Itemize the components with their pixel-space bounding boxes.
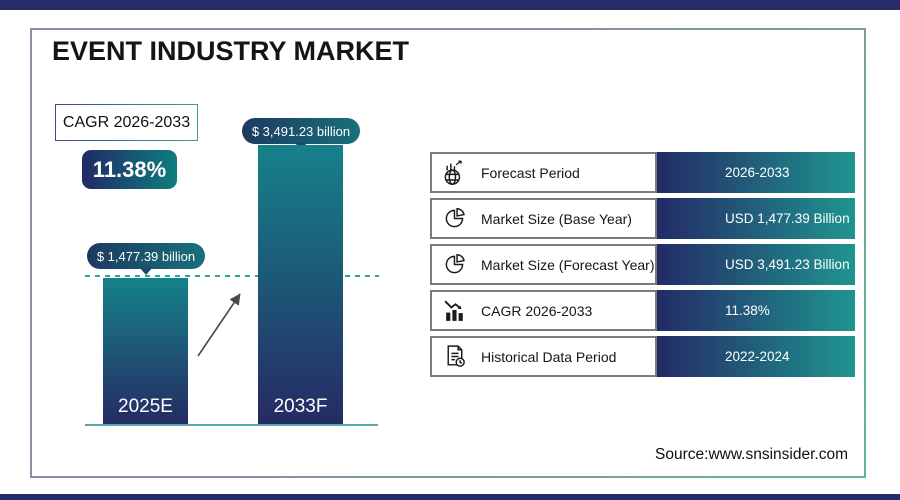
row-value: USD 3,491.23 Billion — [657, 244, 855, 285]
table-row: Forecast Period 2026-2033 — [430, 152, 855, 193]
row-value: 2022-2024 — [657, 336, 855, 377]
row-value: USD 1,477.39 Billion — [657, 198, 855, 239]
pie-chart-icon — [442, 251, 469, 278]
bar-category-2025: 2025E — [118, 396, 173, 417]
bar-value-label-2033: $ 3,491.23 billion — [242, 118, 360, 144]
table-row: CAGR 2026-2033 11.38% — [430, 290, 855, 331]
bar-category-2033: 2033F — [273, 396, 328, 417]
page-title: EVENT INDUSTRY MARKET — [52, 36, 410, 66]
bar-growth-icon — [442, 297, 469, 324]
bottom-accent-bar — [0, 494, 900, 500]
reference-dashed-line — [85, 275, 379, 277]
document-clock-icon — [442, 343, 469, 370]
table-row: Market Size (Base Year) USD 1,477.39 Bil… — [430, 198, 855, 239]
bar-value-label-2025: $ 1,477.39 billion — [87, 243, 205, 269]
bar-2025: 2025E — [103, 278, 188, 425]
row-label: CAGR 2026-2033 — [481, 302, 593, 319]
row-value: 2026-2033 — [657, 152, 855, 193]
source-credit: Source:www.snsinsider.com — [655, 446, 848, 463]
pie-chart-icon — [442, 205, 469, 232]
cagr-value: 11.38% — [92, 156, 167, 182]
row-label: Historical Data Period — [481, 348, 617, 365]
market-summary-table: Forecast Period 2026-2033 Market Size (B… — [430, 152, 855, 382]
cagr-value-badge: 11.38% — [82, 150, 177, 189]
globe-trend-icon — [442, 159, 469, 186]
table-row: Historical Data Period 2022-2024 — [430, 336, 855, 377]
top-accent-bar — [0, 0, 900, 10]
cagr-period-label: CAGR 2026-2033 — [62, 113, 191, 131]
bar-2033: 2033F — [258, 145, 343, 425]
row-label: Forecast Period — [481, 164, 580, 181]
chart-baseline — [85, 424, 378, 426]
row-label: Market Size (Forecast Year) — [481, 256, 655, 273]
row-value: 11.38% — [657, 290, 855, 331]
row-label: Market Size (Base Year) — [481, 210, 632, 227]
table-row: Market Size (Forecast Year) USD 3,491.23… — [430, 244, 855, 285]
growth-arrow-icon — [197, 293, 241, 357]
cagr-period-box: CAGR 2026-2033 — [55, 104, 198, 141]
